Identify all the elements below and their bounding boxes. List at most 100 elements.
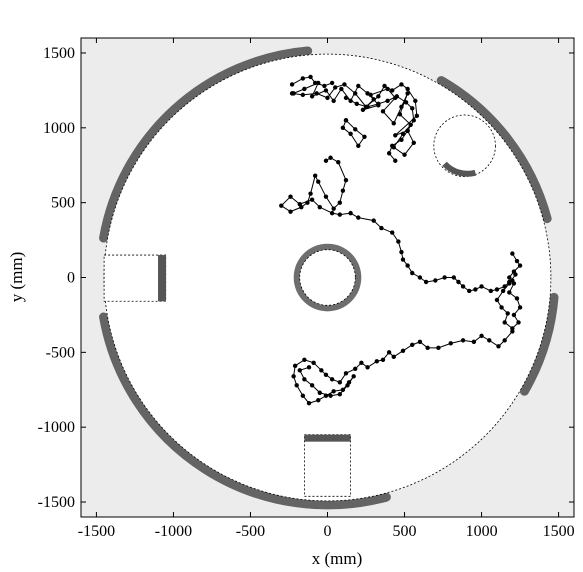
trajectory-point [376, 94, 381, 99]
trajectory-point [390, 143, 395, 148]
trajectory-point [360, 107, 366, 113]
square-obstacle-occupancy [304, 434, 351, 442]
trajectory-point [331, 98, 336, 104]
edge-circle-occupancy [442, 161, 477, 177]
trajectory-point [328, 155, 333, 160]
axis-ticks: -1500 -1000 -500 0 500 1000 1500 -1500 -1000 -500… [38, 38, 575, 540]
trajectory-point [329, 210, 335, 216]
trajectory-point [507, 290, 512, 295]
trajectory-point [403, 100, 409, 105]
trajectory-point [359, 360, 364, 366]
y-tick-label: 1500 [43, 45, 75, 62]
trajectory-point [323, 194, 329, 199]
trajectory-point [417, 339, 423, 345]
y-tick-label: -1000 [38, 419, 75, 436]
trajectory-point [379, 225, 384, 231]
y-tick-label: 0 [67, 270, 75, 287]
trajectory-point [323, 393, 329, 398]
trajectory-point [348, 210, 353, 216]
trajectory-point [410, 342, 415, 348]
y-tick-label: -500 [46, 344, 75, 361]
x-tick-label: 1500 [543, 523, 575, 540]
trajectory-point [460, 284, 466, 289]
trajectory-point [340, 188, 346, 193]
trajectory-point [365, 365, 370, 370]
trajectory-point [308, 191, 313, 196]
trajectory-point [305, 200, 310, 205]
trajectory-point [511, 281, 517, 286]
trajectory-point [514, 258, 520, 264]
trajectory-point [316, 398, 321, 403]
trajectory-point [343, 95, 349, 101]
trajectory-point [397, 112, 403, 117]
trajectory-point [487, 338, 492, 343]
trajectory-point [306, 365, 312, 370]
y-tick-label: 1000 [43, 120, 75, 137]
trajectory-point [396, 239, 401, 244]
trajectory-point [448, 341, 453, 346]
edge-circle-obstacle [433, 114, 496, 177]
trajectory-point [376, 101, 381, 107]
trajectory-point [297, 368, 302, 373]
trajectory-point [309, 94, 315, 99]
trajectory-point [339, 86, 344, 92]
occupancy-band [99, 46, 313, 243]
trajectory-point [385, 86, 390, 92]
trajectory-point [390, 88, 395, 93]
trajectory-point [473, 287, 478, 292]
square-obstacle [103, 254, 167, 302]
trajectory-point [297, 201, 302, 207]
trajectory-point [425, 345, 430, 351]
trajectory-point [371, 97, 376, 102]
trajectory-point [319, 368, 324, 373]
trajectory-point [343, 118, 349, 123]
y-axis-label: y (mm) [7, 252, 26, 303]
x-axis-label: x (mm) [312, 549, 363, 568]
trajectory-point [386, 151, 392, 156]
trajectory-point [494, 287, 500, 292]
trajectory-point [312, 173, 318, 178]
trajectory-point [294, 383, 299, 388]
trajectory-point [288, 194, 293, 199]
trajectory-point [513, 272, 518, 277]
trajectory-point [510, 329, 515, 334]
trajectory-point [312, 80, 318, 86]
trajectory-point [410, 106, 415, 111]
trajectory-point [516, 320, 521, 325]
trajectory-point [414, 113, 420, 119]
trajectory-point [390, 230, 395, 235]
arena-layer [103, 53, 552, 502]
trajectory-point [371, 218, 376, 223]
trajectory-point [329, 377, 335, 382]
trajectory-point [411, 118, 416, 123]
trajectory-point [329, 80, 335, 86]
trajectory-point [405, 128, 410, 134]
trajectory-point [354, 101, 359, 107]
y-tick-label: -1500 [38, 494, 75, 511]
trajectory-point [292, 363, 298, 369]
trajectory-point [325, 95, 330, 101]
trajectory-point [336, 160, 341, 165]
trajectory-point [337, 212, 343, 217]
trajectory-point [467, 288, 472, 294]
trajectory-point [405, 263, 410, 268]
trajectory-point [411, 140, 416, 145]
trajectory-point [328, 393, 333, 398]
trajectory-point [353, 127, 358, 132]
trajectory-point [380, 109, 386, 114]
trajectory-layer [279, 74, 523, 406]
trajectory-point [356, 83, 361, 89]
trajectory-point [399, 249, 404, 255]
trajectory-point [314, 91, 319, 96]
trajectory-point [337, 380, 343, 385]
trajectory-point [340, 125, 346, 131]
trajectory-point [306, 401, 312, 406]
trajectory-point [333, 85, 338, 90]
trajectory-point [365, 104, 370, 110]
trajectory-point [300, 92, 306, 98]
trajectory-point [340, 387, 346, 392]
trajectory-point [302, 377, 307, 382]
trajectory-point [417, 275, 423, 280]
trajectory-point [386, 350, 392, 355]
